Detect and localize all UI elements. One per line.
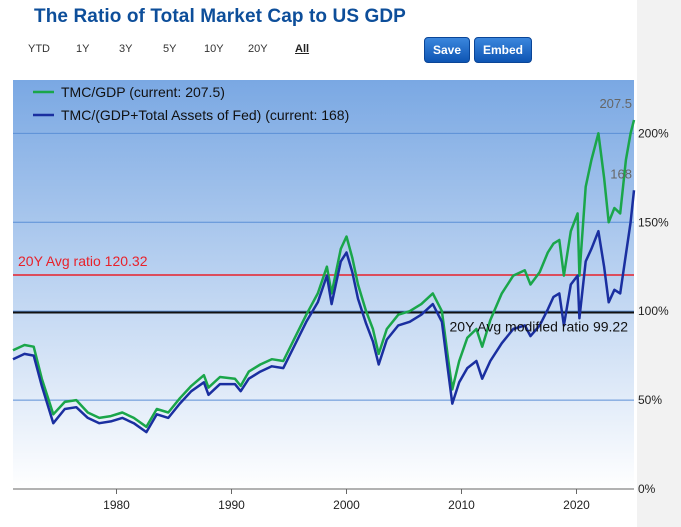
legend-label: TMC/(GDP+Total Assets of Fed) (current: … [61, 107, 349, 123]
x-tick-label: 1990 [218, 498, 245, 512]
range-20y-button[interactable]: 20Y [248, 43, 268, 55]
y-tick-label: 100% [638, 304, 669, 318]
y-tick-label: 200% [638, 126, 669, 140]
modified-avg-ratio-label: 20Y Avg modified ratio 99.22 [450, 319, 629, 335]
current-value-label: 168 [610, 166, 632, 181]
range-3y-button[interactable]: 3Y [119, 43, 133, 55]
x-tick-label: 1980 [103, 498, 130, 512]
series-tmc-gdp-line [12, 119, 636, 429]
y-tick-label: 150% [638, 215, 669, 229]
save-button[interactable]: Save [424, 37, 471, 63]
current-value-label: 207.5 [599, 96, 632, 111]
range-10y-button[interactable]: 10Y [204, 43, 224, 55]
embed-button[interactable]: Embed [474, 37, 533, 63]
series-tmc-gdp-fed-line [12, 190, 636, 434]
y-tick-label: 0% [638, 482, 656, 496]
range-all-button[interactable]: All [295, 43, 310, 55]
range-5y-button[interactable]: 5Y [163, 43, 177, 55]
range-ytd-button[interactable]: YTD [28, 43, 50, 55]
range-1y-button[interactable]: 1Y [76, 43, 90, 55]
avg-ratio-label: 20Y Avg ratio 120.32 [18, 253, 148, 269]
legend-label: TMC/GDP (current: 207.5) [61, 84, 225, 100]
page-title: The Ratio of Total Market Cap to US GDP [34, 6, 406, 27]
x-tick-label: 2010 [448, 498, 475, 512]
x-tick-label: 2020 [563, 498, 590, 512]
y-tick-label: 50% [638, 393, 662, 407]
legend: TMC/GDP (current: 207.5) TMC/(GDP+Total A… [33, 84, 349, 123]
x-tick-label: 2000 [333, 498, 360, 512]
